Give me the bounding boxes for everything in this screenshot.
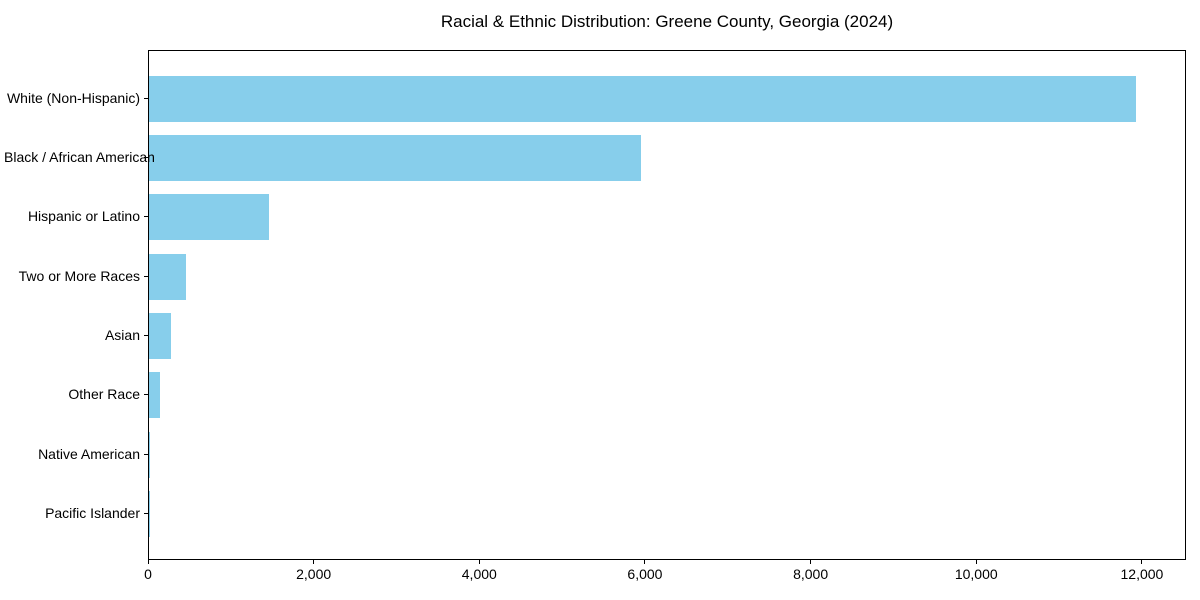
x-label-12000: 12,000 xyxy=(1120,566,1164,582)
y-tick-two-or-more-races xyxy=(144,275,148,277)
x-label-0: 0 xyxy=(144,566,152,582)
x-tick-10000 xyxy=(975,560,977,564)
x-tick-0 xyxy=(147,560,149,564)
y-label-black-african-american: Black / African American xyxy=(4,148,155,165)
bar-white-non-hispanic xyxy=(149,75,1137,122)
x-label-6000: 6,000 xyxy=(627,566,663,582)
y-tick-other-race xyxy=(144,394,148,396)
x-label-8000: 8,000 xyxy=(793,566,829,582)
x-tick-8000 xyxy=(810,560,812,564)
x-tick-4000 xyxy=(478,560,480,564)
y-tick-native-american xyxy=(144,453,148,455)
x-tick-2000 xyxy=(313,560,315,564)
bar-hispanic-or-latino xyxy=(149,194,270,241)
y-label-pacific-islander: Pacific Islander xyxy=(45,504,140,521)
x-tick-6000 xyxy=(644,560,646,564)
chart-title: Racial & Ethnic Distribution: Greene Cou… xyxy=(440,12,894,31)
y-label-two-or-more-races: Two or More Races xyxy=(18,267,140,284)
bar-asian xyxy=(149,312,171,359)
bar-native-american xyxy=(149,431,150,478)
y-tick-asian xyxy=(144,334,148,336)
x-label-4000: 4,000 xyxy=(461,566,497,582)
x-tick-12000 xyxy=(1141,560,1143,564)
y-label-other-race: Other Race xyxy=(68,386,140,403)
x-label-2000: 2,000 xyxy=(296,566,332,582)
y-label-hispanic-or-latino: Hispanic or Latino xyxy=(27,208,140,225)
y-tick-white-non-hispanic xyxy=(144,97,148,99)
y-label-native-american: Native American xyxy=(38,445,140,462)
bar-two-or-more-races xyxy=(149,253,186,300)
y-tick-hispanic-or-latino xyxy=(144,216,148,218)
y-tick-black-african-american xyxy=(144,156,148,158)
x-label-10000: 10,000 xyxy=(954,566,998,582)
plot-area xyxy=(148,50,1186,560)
bar-black-african-american xyxy=(149,134,641,181)
y-label-asian: Asian xyxy=(104,326,140,343)
y-label-white-non-hispanic: White (Non-Hispanic) xyxy=(6,89,140,106)
y-tick-pacific-islander xyxy=(144,512,148,514)
bar-other-race xyxy=(149,372,161,419)
